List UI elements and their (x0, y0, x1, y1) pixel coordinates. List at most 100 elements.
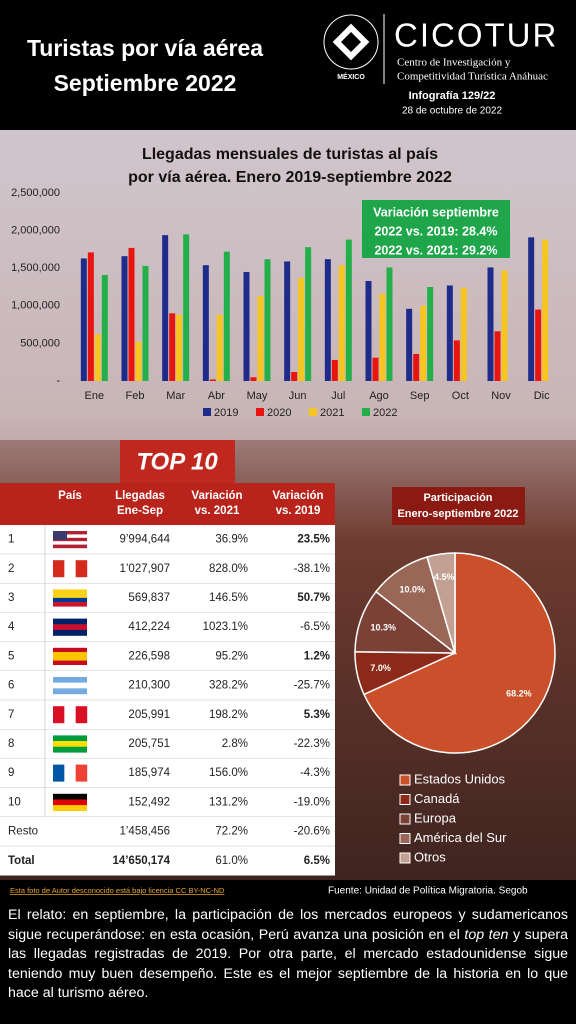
arrivals: 14’650,174 (112, 855, 170, 867)
bar (305, 247, 312, 381)
x-tick-label: Jul (331, 390, 345, 402)
var-2021: 146.5% (209, 592, 248, 604)
y-tick-label: - (56, 375, 60, 387)
var-2021: 1023.1% (203, 621, 248, 633)
bar (162, 235, 169, 381)
story: El relato: en septiembre, la participaci… (8, 906, 568, 1004)
var-2019: -38.1% (294, 563, 330, 575)
bar (223, 251, 230, 381)
bar (413, 353, 420, 381)
source: Fuente: Unidad de Política Migratoria. S… (328, 886, 528, 897)
bar (243, 271, 250, 381)
flag (53, 735, 87, 742)
bar (331, 359, 338, 381)
legend-label: América del Sur (414, 830, 507, 845)
chart-subtitle: por vía aérea. Enero 2019-septiembre 202… (128, 169, 452, 186)
pie-subtitle: Enero-septiembre 2022 (397, 508, 518, 520)
legend-label: Europa (414, 810, 457, 825)
bar (298, 277, 305, 381)
bar (101, 274, 108, 381)
flag (53, 537, 87, 542)
flag (53, 793, 87, 800)
rank: 10 (8, 796, 21, 808)
y-tick-label: 500,000 (20, 337, 60, 349)
x-tick-label: Dic (534, 390, 550, 402)
flag (53, 746, 87, 753)
flag (64, 706, 76, 724)
org-line: Competitividad Turística Anáhuac (397, 71, 548, 83)
bar (338, 265, 345, 381)
y-tick-label: 2,000,000 (11, 225, 60, 237)
bar (202, 265, 209, 381)
flag (75, 764, 88, 782)
bar (379, 293, 386, 381)
var-2021: 61.0% (215, 855, 248, 867)
legend-marker (362, 408, 370, 416)
var-2021: 36.9% (215, 534, 248, 546)
flag (53, 741, 87, 747)
bar (209, 379, 216, 381)
bar (80, 258, 87, 381)
arrivals: 412,224 (128, 621, 170, 633)
annotation: 2022 vs. 2019: 28.4% (374, 224, 497, 238)
legend-label: 2019 (214, 407, 238, 419)
legend-marker (203, 408, 211, 416)
arrivals: 9’994,644 (119, 534, 170, 546)
header-bg (0, 0, 576, 130)
top10-box (120, 440, 235, 483)
flag (53, 618, 87, 625)
bar (121, 256, 128, 381)
var-2019: -25.7% (294, 680, 330, 692)
bar (250, 377, 257, 381)
legend-label: Estados Unidos (414, 771, 506, 786)
bar (501, 270, 508, 381)
rank: 7 (8, 709, 14, 721)
var-2021: 131.2% (209, 796, 248, 808)
rank: 4 (8, 621, 15, 633)
bar (386, 267, 393, 381)
bar (216, 314, 223, 381)
bar (453, 340, 460, 381)
pie-label: 10.3% (370, 622, 396, 632)
bar (372, 357, 379, 381)
issue: Infografía 129/22 (409, 90, 496, 102)
flag (53, 602, 87, 607)
bar (94, 334, 101, 381)
flag (53, 593, 87, 599)
pie-label: 7.0% (370, 663, 391, 673)
org-name: CICOTUR (394, 17, 558, 54)
flag (53, 656, 87, 661)
flag (53, 652, 87, 657)
date: 28 de octubre de 2022 (402, 106, 503, 117)
bar (406, 308, 413, 381)
arrivals: 1’458,456 (119, 826, 170, 838)
y-tick-label: 1,000,000 (11, 300, 60, 312)
org-line: Centro de Investigación y (397, 57, 511, 69)
footer-bg (0, 880, 576, 1024)
arrivals: 210,300 (128, 680, 170, 692)
bar (176, 314, 183, 381)
flag (53, 531, 67, 540)
annotation-box (362, 200, 510, 258)
flag (75, 706, 88, 724)
pie-label: 4.5% (434, 572, 455, 582)
rank: Resto (8, 826, 38, 838)
flag (53, 629, 87, 636)
flag (53, 624, 87, 631)
table-header: Variación vs. 2021 (191, 490, 242, 517)
flag (64, 764, 76, 782)
legend-marker (399, 833, 411, 844)
story-text: El relato: en septiembre, la participaci… (8, 907, 568, 943)
flag (53, 682, 87, 689)
photo-credit[interactable]: Esta foto de Autor desconocido está bajo… (10, 886, 225, 895)
bar (345, 239, 352, 381)
table-row-bg (0, 817, 335, 847)
arrivals: 205,991 (128, 709, 170, 721)
table-header-bg (0, 483, 335, 525)
flag (53, 764, 65, 782)
pie-title: Participación (423, 492, 492, 504)
legend-label: 2021 (320, 407, 344, 419)
arrivals: 1’027,907 (119, 563, 170, 575)
